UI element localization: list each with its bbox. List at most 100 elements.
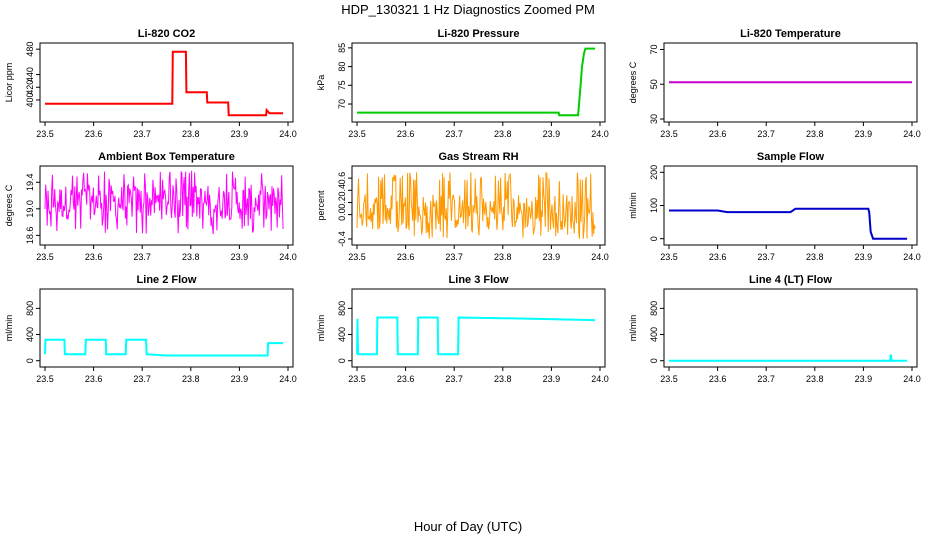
figure-title: HDP_130321 1 Hz Diagnostics Zoomed PM [341,2,595,17]
y-tick-label: 85 [337,43,347,53]
x-tick-label: 23.9 [855,374,873,384]
panel-title: Gas Stream RH [438,151,518,163]
x-tick-label: 23.5 [348,252,366,262]
y-tick-label: 50 [649,79,659,89]
y-tick-label: 70 [649,44,659,54]
y-axis-label: ml/min [628,192,638,219]
panel-title: Li-820 Pressure [438,28,520,40]
y-tick-label: 0.2 [337,196,347,209]
y-axis-label: ml/min [4,315,14,342]
x-tick-label: 23.8 [182,252,200,262]
series-line [44,338,284,357]
y-tick-label: 75 [337,80,347,90]
panel-5: Gas Stream RH 23.5 23.6 23.7 23.8 23.9 24.0 -0.… [316,151,609,262]
y-axis-label: ml/min [316,315,326,342]
y-tick-label: 400 [25,327,35,342]
series-line [669,207,908,240]
x-tick-label: 24.0 [279,129,297,139]
panel-title: Li-820 CO2 [138,28,195,40]
plot-frame [351,42,606,123]
x-tick-label: 23.7 [757,374,775,384]
panel-2: Li-820 Pressure 23.5 23.6 23.7 23.8 23.9 24.0 7… [316,28,609,139]
x-tick-label: 23.9 [543,252,561,262]
x-tick-label: 23.8 [806,129,824,139]
y-tick-label: 30 [649,114,659,124]
y-tick-label: 400 [337,327,347,342]
plot-frame [351,165,606,246]
panel-title: Line 4 (LT) Flow [749,274,832,286]
x-tick-label: 23.9 [855,252,873,262]
x-tick-label: 23.9 [231,374,249,384]
panel-4: Ambient Box Temperature 23.5 23.6 23.7 23.8 2… [4,151,297,262]
x-tick-label: 23.5 [660,129,678,139]
panel-7: Line 2 Flow 23.5 23.6 23.7 23.8 23.9 24.0 0 400 8… [4,274,297,384]
y-tick-label: -0.4 [337,231,347,247]
x-tick-label: 23.5 [348,374,366,384]
panel-title: Li-820 Temperature [740,28,841,40]
plot-frame [39,165,294,246]
y-tick-label: 80 [337,62,347,72]
x-tick-label: 23.8 [806,252,824,262]
y-tick-label: 800 [25,301,35,316]
y-tick-label: 400 [25,92,35,107]
series-line [356,316,596,356]
x-tick-label: 23.8 [182,374,200,384]
y-tick-label: 800 [337,301,347,316]
x-tick-label: 23.5 [660,252,678,262]
x-tick-label: 24.0 [591,252,609,262]
y-axis-label: ml/min [628,315,638,342]
y-axis-label: kPa [316,75,326,91]
y-tick-label: 19.4 [25,174,35,192]
x-tick-label: 23.6 [709,129,727,139]
y-tick-label: 0.0 [337,208,347,221]
y-tick-label: 18.6 [25,227,35,245]
x-tick-label: 23.6 [397,374,415,384]
y-axis-label: Licor ppm [4,63,14,103]
y-tick-label: 0 [649,236,659,241]
x-tick-label: 23.6 [85,129,103,139]
y-tick-label: 400 [649,327,659,342]
y-tick-label: 0 [649,358,659,363]
x-tick-label: 23.5 [348,129,366,139]
x-tick-label: 23.9 [231,129,249,139]
x-tick-label: 23.9 [543,374,561,384]
series-line [45,50,284,117]
x-tick-label: 23.9 [543,129,561,139]
y-tick-label: 0 [337,358,347,363]
y-tick-label: 0.6 [337,172,347,185]
panel-8: Line 3 Flow 23.5 23.6 23.7 23.8 23.9 24.0 0 400 8… [316,274,609,384]
x-tick-label: 23.9 [855,129,873,139]
x-tick-label: 23.9 [231,252,249,262]
y-axis-label: degrees C [4,184,14,226]
series-line [356,171,596,239]
y-tick-label: 200 [649,165,659,180]
series-line [44,170,284,235]
x-tick-label: 23.6 [85,252,103,262]
x-tick-label: 23.8 [806,374,824,384]
plot-frame [39,288,294,368]
y-tick-label: 0.4 [337,184,347,197]
y-tick-label: 19.0 [25,200,35,218]
panel-6: Sample Flow 23.5 23.6 23.7 23.8 23.9 24.0 0 100 2… [628,151,921,262]
y-axis-label: degrees C [628,61,638,103]
x-tick-label: 23.5 [660,374,678,384]
y-tick-label: 480 [25,42,35,57]
y-tick-label: 420 [25,80,35,95]
x-tick-label: 23.8 [494,252,512,262]
x-tick-label: 23.6 [397,252,415,262]
x-tick-label: 23.6 [709,252,727,262]
x-tick-label: 24.0 [591,129,609,139]
series-line [357,47,596,117]
y-axis-label: percent [316,190,326,221]
x-tick-label: 23.7 [133,374,151,384]
x-tick-label: 23.5 [36,252,54,262]
x-tick-label: 23.8 [182,129,200,139]
x-tick-label: 23.6 [709,374,727,384]
y-tick-label: 440 [25,67,35,82]
x-tick-label: 24.0 [903,252,921,262]
plot-frame [663,42,918,123]
x-tick-label: 24.0 [279,374,297,384]
x-tick-label: 24.0 [903,374,921,384]
